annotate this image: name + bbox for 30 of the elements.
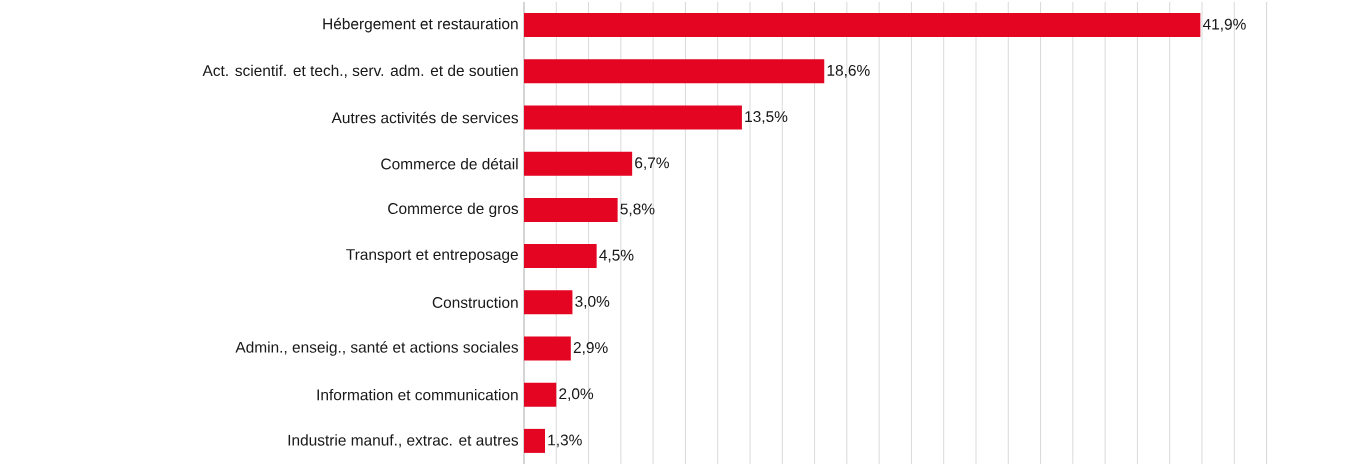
- y-tick-label: Hébergement et restauration: [323, 17, 518, 33]
- data-label: 41,9%: [1202, 18, 1246, 32]
- y-tick-label: Commerce de gros: [388, 202, 519, 218]
- bar: [524, 428, 545, 453]
- bar: [524, 290, 573, 315]
- bar: [524, 197, 618, 222]
- bar: [524, 382, 557, 407]
- data-label: 18,6%: [827, 64, 870, 78]
- y-tick-label: Autres activités de services: [331, 111, 519, 124]
- data-label: 2,9%: [573, 342, 608, 355]
- y-tick-label: Act. scientif. et tech., serv. adm. et de soutien: [202, 64, 518, 78]
- data-label: 1,3%: [548, 434, 582, 448]
- data-label: 4,5%: [599, 249, 634, 263]
- data-label: 5,8%: [620, 203, 655, 217]
- bar: [524, 105, 742, 130]
- data-label: 3,0%: [575, 295, 610, 309]
- data-label: 6,7%: [635, 157, 669, 171]
- data-label: 2,0%: [559, 388, 594, 402]
- data-label: 13,5%: [745, 111, 788, 124]
- y-tick-label: Transport et entreposage: [346, 249, 518, 264]
- bar: [524, 336, 571, 361]
- bar: [524, 13, 1201, 38]
- bar: [524, 59, 825, 84]
- y-tick-label: Construction: [432, 296, 518, 308]
- y-tick-label: Commerce de détail: [381, 157, 518, 170]
- y-tick-label: Information et communication: [317, 389, 518, 401]
- y-tick-label: Admin., enseig., santé et actions sociales: [235, 341, 519, 356]
- bar: [524, 151, 633, 176]
- bar: [524, 244, 597, 269]
- y-tick-label: Industrie manuf., extrac. et autres: [288, 434, 519, 448]
